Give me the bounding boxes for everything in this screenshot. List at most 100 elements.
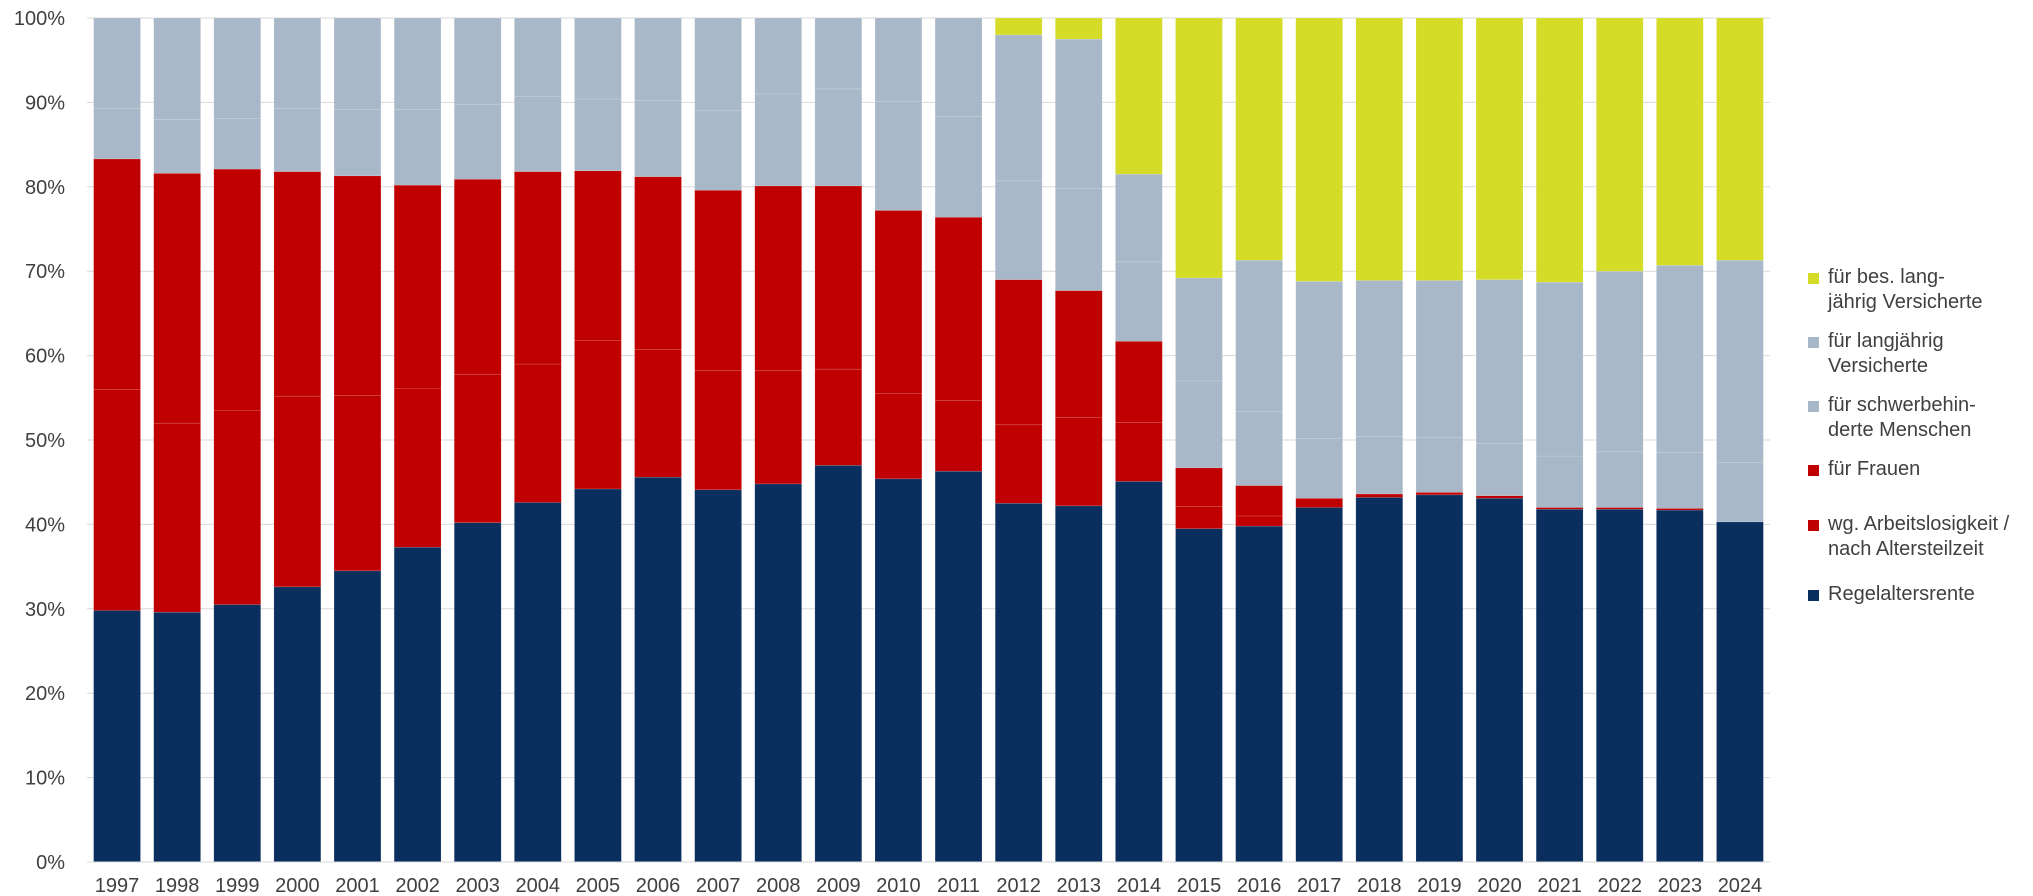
bar-segment [1596,507,1644,510]
bar-segment [93,158,141,390]
legend-label: für bes. lang- jährig Versicherte [1828,266,1983,313]
bar-segment [934,216,983,401]
bar-segment [1115,341,1163,423]
x-tick-label: 2020 [1477,875,1522,896]
legend: für bes. lang- jährig Versicherte für lan… [1808,265,2028,607]
x-tick-label: 2023 [1658,875,1703,896]
legend-item: für bes. lang- jährig Versicherte [1808,265,2028,315]
x-tick-label: 2008 [756,875,801,896]
bar-segment [393,17,442,110]
bar-segment [1656,508,1704,511]
bar-segment [874,210,923,394]
legend-label: Regelaltersrente [1828,583,1975,605]
x-tick-label: 2006 [636,875,681,896]
x-tick-label: 2018 [1357,875,1402,896]
bar-segment [1415,492,1464,496]
bar-segment [93,610,141,863]
y-tick-label: 10% [25,768,65,790]
bar-segment [1355,280,1403,437]
bar-segment [454,17,502,105]
y-tick-label: 50% [25,430,65,452]
bar-segment [994,34,1043,182]
y-tick-label: 30% [25,599,65,621]
bar-segment [994,424,1043,504]
bar-segment [934,17,983,117]
bar-segment [333,108,382,177]
x-tick-label: 2005 [576,875,621,896]
bar-segment [1596,508,1644,863]
bar-segment [1475,279,1524,444]
bar-segment [273,108,322,172]
bar-segment [934,116,983,218]
bar-segment [994,503,1043,863]
bar-segment [153,422,201,613]
bar-segment [1235,515,1283,527]
bar-segment [1055,416,1103,507]
x-tick-label: 2004 [516,875,561,896]
legend-item: Regelaltersrente [1808,582,2028,607]
x-tick-label: 2001 [335,875,380,896]
bar-segment [273,586,322,863]
bar-segment [574,488,622,863]
bar-segment [93,17,141,109]
bar-segment [1295,438,1343,499]
bar-segment [213,118,261,170]
bar-segment [393,546,442,863]
legend-item: wg. Arbeitslosigkeit / nach Altersteilze… [1808,512,2028,562]
x-tick-label: 2012 [996,875,1041,896]
bar-segment [213,604,261,863]
bar-segment [574,98,622,172]
bar-segment [1355,17,1403,281]
bar-segment [153,17,201,120]
bar-segment [1115,17,1163,175]
bar-segment [1596,451,1644,508]
bar-segment [1415,17,1464,281]
bar-segment [213,410,261,605]
bar-segment [1415,437,1464,493]
bar-segment [1055,38,1103,189]
x-tick-label: 2021 [1537,875,1582,896]
bar-segment [1295,17,1343,282]
bar-segment [1656,265,1704,453]
bar-segment [514,502,562,863]
y-axis-tick-labels: 0% 10% 20% 30% 40% 50% 60% 70% 80% 90% 100% [14,8,65,874]
x-tick-label: 2002 [395,875,440,896]
bar-segment [1716,521,1764,863]
x-tick-label: 2007 [696,875,741,896]
bar-segment [454,522,502,863]
bar-segment [1055,17,1103,40]
bar-segment [454,373,502,523]
legend-label: wg. Arbeitslosigkeit / nach Altersteilze… [1828,513,2010,560]
bar-segment [1175,277,1223,382]
x-tick-label: 2014 [1117,875,1162,896]
legend-swatch [1808,401,1819,412]
bar-segment [1535,17,1584,283]
bar-segment [1716,17,1764,261]
bar-segment [514,17,562,97]
bar-segment [333,570,382,863]
bar-segment [1235,485,1283,517]
bar-segment [1115,261,1163,342]
x-tick-label: 2016 [1237,875,1282,896]
bar-segment [874,17,923,102]
legend-swatch [1808,520,1819,531]
bar-segment [1475,495,1524,499]
bar-segment [333,395,382,572]
bar-segment [1175,528,1223,863]
bar-segment [1475,443,1524,496]
x-tick-label: 1999 [215,875,260,896]
bar-segment [333,175,382,396]
bar-segment [514,171,562,365]
bar-segment [1535,281,1584,457]
legend-item: für Frauen [1808,457,2028,482]
legend-label: für Frauen [1828,458,1921,480]
bar-segment [514,96,562,172]
bar-segment [1535,508,1584,863]
x-axis-tick-labels: 1997 1998 1999 2000 2001 2002 2003 2004 2005 2006… [95,875,1762,896]
bar-segment [93,108,141,160]
bar-segment [634,349,682,478]
x-tick-label: 2017 [1297,875,1342,896]
bar-segment [393,388,442,548]
bar-segment [1055,188,1103,291]
bar-segment [1115,422,1163,482]
